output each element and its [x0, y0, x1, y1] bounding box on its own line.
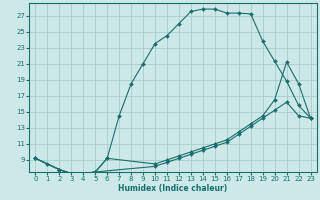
X-axis label: Humidex (Indice chaleur): Humidex (Indice chaleur)	[118, 184, 228, 193]
